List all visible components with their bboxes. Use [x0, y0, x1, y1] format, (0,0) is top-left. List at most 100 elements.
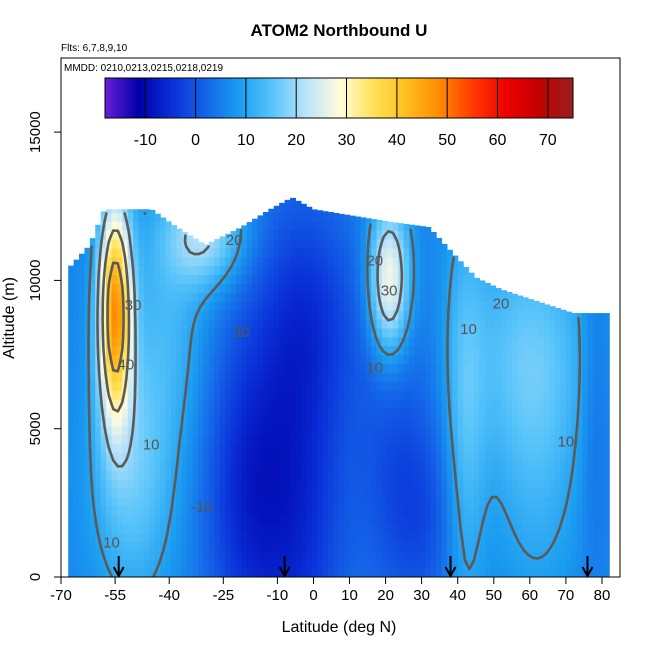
heatmap-cell — [198, 327, 205, 338]
heatmap-cell — [246, 434, 253, 445]
heatmap-cell — [273, 310, 280, 320]
colorbar-segment — [448, 78, 452, 118]
heatmap-cell — [544, 523, 551, 534]
heatmap-cell — [338, 372, 345, 382]
heatmap-cell — [149, 550, 156, 560]
heatmap-cell — [403, 496, 410, 507]
heatmap-cell — [317, 274, 324, 284]
heatmap-cell — [430, 550, 437, 560]
heatmap-cell — [517, 532, 524, 543]
heatmap-cell — [192, 470, 199, 480]
heatmap-cell — [544, 304, 551, 311]
colorbar-segment — [276, 78, 280, 118]
heatmap-cell — [436, 488, 443, 498]
heatmap-cell — [322, 452, 329, 462]
heatmap-cell — [360, 283, 367, 293]
heatmap-cell — [446, 523, 453, 534]
heatmap-cell — [273, 230, 280, 240]
heatmap-cell — [430, 274, 437, 284]
heatmap-cell — [398, 381, 405, 391]
heatmap-cell — [592, 313, 599, 320]
heatmap-cell — [171, 381, 178, 391]
heatmap-cell — [95, 550, 102, 560]
contour-label: 10 — [366, 359, 383, 376]
colorbar-segment — [214, 78, 218, 118]
heatmap-cell — [587, 381, 594, 391]
heatmap-cell — [392, 390, 399, 400]
heatmap-cell — [576, 505, 583, 516]
heatmap-cell — [446, 327, 453, 338]
colorbar-segment — [224, 78, 228, 118]
heatmap-cell — [430, 541, 437, 551]
heatmap-cell — [565, 514, 572, 525]
colorbar-segment — [151, 78, 155, 118]
heatmap-cell — [457, 301, 464, 311]
colorbar-segment — [146, 78, 150, 118]
heatmap-cell — [322, 399, 329, 409]
heatmap-cell — [95, 452, 102, 462]
heatmap-cell — [89, 336, 96, 347]
heatmap-cell — [208, 363, 215, 373]
heatmap-cell — [538, 363, 545, 373]
heatmap-cell — [203, 244, 210, 249]
heatmap-cell — [235, 541, 242, 551]
heatmap-cell — [360, 230, 367, 240]
heatmap-cell — [419, 443, 426, 454]
heatmap-cell — [290, 541, 297, 551]
contour-lines — [87, 212, 582, 577]
heatmap-cell — [176, 345, 183, 356]
heatmap-cell — [295, 505, 302, 516]
heatmap-cell — [143, 336, 150, 347]
heatmap-cell — [219, 301, 226, 311]
heatmap-cell — [268, 461, 275, 471]
heatmap-cell — [457, 452, 464, 462]
heatmap-cell — [279, 212, 286, 222]
heatmap-cell — [138, 452, 145, 462]
heatmap-cell — [290, 274, 297, 284]
heatmap-cell — [381, 532, 388, 543]
heatmap-cell — [430, 568, 437, 577]
heatmap-cell — [333, 532, 340, 543]
heatmap-cell — [116, 390, 123, 400]
heatmap-cell — [160, 354, 167, 365]
heatmap-cell — [127, 209, 134, 213]
heatmap-cell — [403, 265, 410, 276]
heatmap-cell — [327, 310, 334, 320]
heatmap-cell — [127, 354, 134, 365]
heatmap-cell — [533, 425, 540, 436]
heatmap-cell — [392, 399, 399, 409]
heatmap-cell — [414, 230, 421, 240]
heatmap-cell — [468, 283, 475, 293]
colorbar-segment — [505, 78, 509, 118]
heatmap-cell — [495, 354, 502, 365]
heatmap-cell — [463, 345, 470, 356]
heatmap-cell — [517, 363, 524, 373]
heatmap-cell — [160, 390, 167, 400]
heatmap-cell — [425, 434, 432, 445]
heatmap-cell — [322, 363, 329, 373]
heatmap-cell — [327, 301, 334, 311]
heatmap-cell — [257, 310, 264, 320]
heatmap-cell — [533, 550, 540, 560]
heatmap-cell — [230, 461, 237, 471]
heatmap-cell — [484, 559, 491, 569]
heatmap-cell — [68, 559, 75, 569]
heatmap-cell — [79, 407, 86, 418]
heatmap-cell — [533, 532, 540, 543]
heatmap-cell — [371, 390, 378, 400]
heatmap-cell — [295, 443, 302, 454]
heatmap-cell — [214, 541, 221, 551]
heatmap-cell — [268, 381, 275, 391]
heatmap-cell — [279, 461, 286, 471]
heatmap-cell — [290, 407, 297, 418]
heatmap-cell — [192, 452, 199, 462]
heatmap-cell — [425, 568, 432, 577]
heatmap-cell — [419, 310, 426, 320]
heatmap-cell — [506, 559, 513, 569]
heatmap-cell — [165, 221, 172, 231]
colorbar-segment — [307, 78, 311, 118]
heatmap-cell — [414, 256, 421, 267]
heatmap-cell — [436, 256, 443, 267]
heatmap-cell — [333, 283, 340, 293]
heatmap-cell — [419, 479, 426, 489]
